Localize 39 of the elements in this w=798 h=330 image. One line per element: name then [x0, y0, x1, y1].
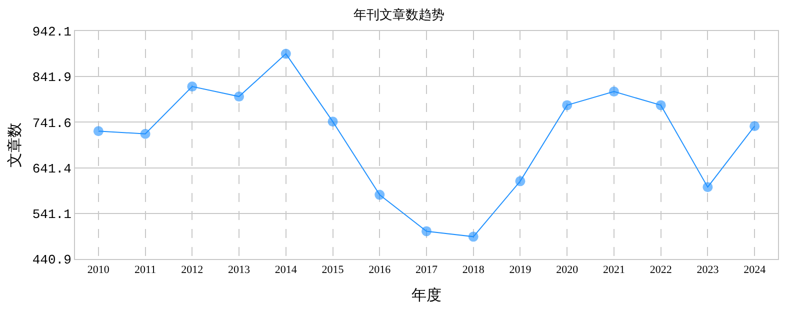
x-tick-label: 2016: [368, 264, 392, 276]
y-tick-label: 541.1: [32, 206, 72, 222]
x-tick-label: 2013: [228, 264, 251, 276]
point: [280, 48, 291, 59]
y-tick-label: 942.1: [32, 24, 72, 40]
point: [562, 100, 572, 110]
y-axis-title: 文章数: [6, 122, 24, 168]
point: [515, 176, 526, 186]
x-tick-label: 2023: [696, 264, 720, 276]
x-tick-label: 2024: [744, 264, 766, 276]
point: [468, 232, 478, 242]
point: [656, 100, 666, 110]
x-tick-label: 2010: [87, 264, 110, 276]
point: [93, 126, 104, 136]
point: [422, 226, 432, 236]
x-tick-label: 2012: [181, 264, 204, 276]
point: [328, 116, 338, 127]
point: [234, 92, 244, 102]
x-tick-label: 2022: [650, 264, 672, 276]
x-tick-label: 2011: [134, 264, 156, 276]
y-tick-label: 641.4: [32, 161, 72, 176]
point: [187, 82, 198, 92]
point: [140, 128, 150, 139]
point: [750, 121, 760, 132]
x-tick-label: 2017: [416, 264, 438, 276]
x-tick-label: 2021: [602, 264, 625, 276]
point: [702, 182, 713, 192]
chart-title: 年刊文章数趋势: [354, 7, 444, 22]
point: [608, 86, 619, 97]
x-axis-title: 年度: [412, 287, 442, 304]
x-tick-label: 2019: [509, 264, 532, 276]
y-tick-label: 741.6: [32, 116, 72, 131]
x-tick-label: 2020: [556, 264, 579, 276]
y-tick-label: 440.9: [32, 252, 72, 268]
x-tick-label: 2015: [322, 264, 344, 276]
y-tick-label: 841.9: [32, 70, 72, 86]
x-tick-label: 2018: [462, 264, 485, 276]
point: [374, 190, 385, 200]
x-tick-label: 2014: [274, 264, 298, 276]
